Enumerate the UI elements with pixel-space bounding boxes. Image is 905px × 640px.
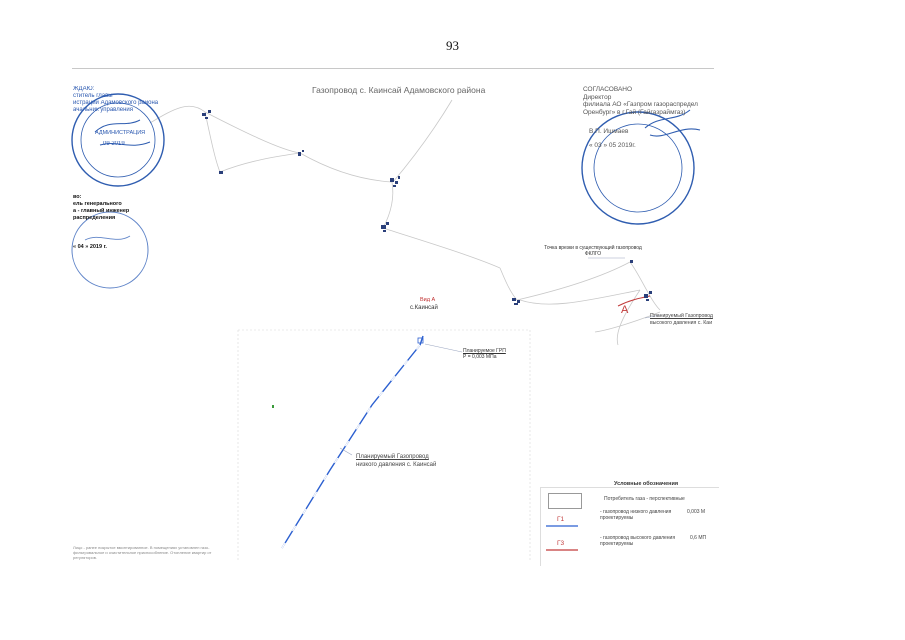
settlement-marker (644, 291, 652, 301)
sheet-top-border (72, 68, 714, 69)
view-a-label: Вид А (420, 297, 436, 303)
road (392, 99, 453, 183)
pipeline-segment (281, 344, 421, 549)
settlement-marker (630, 260, 633, 263)
settlement-markers (202, 110, 652, 408)
settlement-marker (219, 171, 223, 174)
approve-line: ститель главы (73, 93, 113, 99)
stamp-inner-ring (593, 123, 683, 213)
boundary-lines (237, 329, 531, 560)
settlement-marker (390, 176, 400, 187)
settlement-marker (202, 110, 211, 119)
agreed-position: Оренбург» в г.Гай (Гайгазраймгаз) (583, 108, 686, 116)
approve-line: истрации Адамовского района (73, 100, 159, 106)
signature (644, 109, 701, 137)
stamp-inner-ring (80, 102, 156, 178)
legend-item-text: - газопровод низкого давления проектируе… (600, 509, 672, 521)
settlement-marker (272, 405, 274, 408)
grp-label: Планируемое ГРП Р = 0,003 МПа (463, 348, 506, 360)
village-label: с.Каинсай (410, 305, 438, 311)
signoff-line: ель генерального (73, 201, 122, 207)
approve-block: ЖДАЮ: ститель главы истрации Адамовского… (73, 86, 183, 148)
legend-item-value: 0,003 М (687, 509, 706, 515)
road (204, 111, 301, 154)
high-pressure-pipeline-label: Планируемый Газопровод высокого давления… (650, 313, 713, 326)
stamp-outer-ring (71, 211, 149, 289)
stamp-outer-ring (581, 111, 695, 225)
approve-line: ЖДАЮ: (73, 86, 95, 92)
agreed-position: Директор (583, 93, 612, 101)
legend-title: Условные обозначения (614, 481, 679, 487)
signoff-block: во: ель генерального а - главный инженер… (73, 194, 168, 251)
legend-symbol: Г1 (557, 516, 565, 523)
leader-lines (339, 257, 661, 456)
agreed-stamp (581, 109, 701, 225)
road (629, 261, 661, 311)
road (382, 181, 394, 229)
low-pressure-label-line2: низкого давления с. Каинсай (356, 462, 437, 468)
road (516, 261, 631, 301)
approve-line: ачальник управления (73, 107, 133, 113)
grp-marker (417, 337, 424, 344)
grp-label-line2: Р = 0,003 МПа (463, 354, 497, 360)
stamp-text: АДМИНИСТРАЦИЯ (95, 130, 146, 136)
agreed-title: СОГЛАСОВАНО (583, 86, 633, 93)
legend-symbol: Г3 (557, 540, 565, 547)
signoff-line: во: (73, 194, 82, 200)
point-a-label: А (621, 304, 629, 316)
agreed-date: « 03 » 05 2019г. (589, 141, 636, 149)
signoff-line: а - главный инженер (73, 208, 130, 214)
legend-consumer-box (548, 493, 582, 509)
roads (149, 99, 661, 346)
bottom-note: Лицо - ранее покрытое вмонтированное. В … (73, 545, 212, 560)
settlement-marker (512, 298, 520, 305)
tie-in-point-label: Точка врезки в существующий газопровод Ф… (544, 245, 642, 257)
legend-item-text: - газопровод высокого давления проектиру… (600, 535, 676, 547)
signoff-date: « 04 » 2019 г. (73, 244, 107, 250)
road (499, 267, 518, 301)
low-pressure-pipeline-dashes (281, 344, 421, 549)
low-pressure-label-line1: Планируемый Газопровод (356, 454, 429, 460)
low-pressure-pipeline-label: Планируемый Газопровод низкого давления … (356, 453, 436, 469)
road (594, 311, 661, 333)
road (519, 289, 641, 305)
signoff-line: распределения (73, 215, 116, 221)
signature (94, 119, 151, 146)
map-title: Газопровод с. Каинсай Адамовского района (312, 85, 486, 95)
legend-item-text: Потребитель газа - перспективные (604, 496, 685, 502)
pipeline-segment (281, 335, 424, 549)
grp-label-line1: Планируемое ГРП (463, 348, 506, 354)
road (149, 105, 206, 124)
road (616, 289, 641, 346)
high-pressure-label-line1: Планируемый Газопровод (650, 313, 713, 319)
road (299, 152, 393, 183)
signoff-stamp (71, 211, 149, 289)
signature (84, 235, 131, 241)
road (382, 227, 501, 269)
road (204, 111, 221, 173)
agreed-position: филиала АО «Газпром газораспредел (583, 101, 698, 108)
high-pressure-label-line2: высокого давления с. Каи (650, 319, 713, 326)
road (219, 152, 301, 173)
low-pressure-pipeline (281, 335, 424, 549)
leader-line (339, 447, 353, 456)
legend-swatches (546, 525, 578, 551)
agreed-block: СОГЛАСОВАНО Директор филиала АО «Газпром… (583, 86, 723, 149)
stamp-outer-ring (71, 93, 165, 187)
page-number: 93 (446, 38, 459, 53)
settlement-marker (381, 222, 389, 232)
leader-line (644, 314, 661, 319)
legend-frame (540, 487, 719, 566)
approve-date: 09 2019 (103, 141, 125, 147)
approve-stamp (71, 93, 165, 187)
agreed-signatory: В.П. Ишмаев (589, 128, 629, 135)
grp-symbol (417, 337, 424, 344)
settlement-marker (298, 150, 304, 156)
legend-item-value: 0,6 МП (690, 535, 707, 541)
leader-line (424, 343, 463, 353)
